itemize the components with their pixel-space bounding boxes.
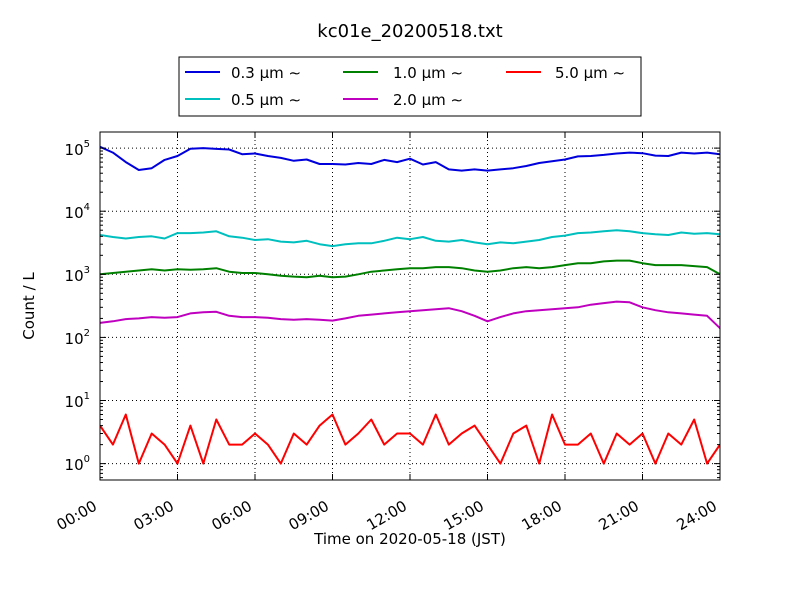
x-tick-label: 24:00: [674, 497, 720, 534]
axis-ticks: [99, 132, 721, 480]
series-line-1: [100, 229, 720, 248]
legend-entry-2-0: 2.0 μm ∼: [343, 91, 463, 109]
legend: 0.3 μm ∼ 1.0 μm ∼ 5.0 μm ∼ 0.5 μm ∼ 2.0 …: [178, 56, 642, 117]
y-tick-base: 10: [65, 456, 84, 474]
y-tick-exp: 1: [84, 391, 90, 402]
y-tick-exp: 2: [84, 328, 90, 339]
y-tick-label: 105: [65, 139, 90, 159]
series-layer: [100, 145, 720, 465]
series-line-4: [100, 413, 720, 465]
series-line-3: [100, 300, 720, 329]
legend-label-0-5: 0.5 μm ∼: [231, 91, 301, 109]
y-tick-labels: 100 101 102 103 104 105: [65, 139, 90, 474]
x-tick-label: 00:00: [54, 497, 100, 534]
legend-label-1-0: 1.0 μm ∼: [393, 64, 463, 82]
y-gridlines: [100, 147, 720, 465]
y-tick-base: 10: [65, 330, 84, 348]
y-tick-exp: 5: [84, 139, 90, 150]
y-tick-label: 103: [65, 265, 90, 285]
plot-area: [100, 132, 720, 480]
y-tick-exp: 0: [84, 454, 90, 465]
y-tick-base: 10: [65, 393, 84, 411]
x-tick-label: 12:00: [364, 497, 410, 534]
y-tick-base: 10: [65, 204, 84, 222]
legend-entry-0-3: 0.3 μm ∼: [185, 64, 301, 82]
y-tick-label: 100: [65, 454, 90, 474]
y-tick-label: 101: [65, 391, 90, 411]
x-tick-label: 21:00: [596, 497, 642, 534]
series-line-2: [100, 259, 720, 279]
chart-title: kc01e_20200518.txt: [317, 21, 502, 42]
legend-entry-1-0: 1.0 μm ∼: [343, 64, 463, 82]
legend-entry-5-0: 5.0 μm ∼: [506, 64, 625, 82]
x-tick-label: 06:00: [209, 497, 255, 534]
x-tick-label: 15:00: [441, 497, 487, 534]
y-axis-label: Count / L: [20, 272, 38, 340]
y-tick-base: 10: [65, 141, 84, 159]
x-tick-label: 03:00: [131, 497, 177, 534]
legend-box: [178, 56, 642, 117]
x-tick-labels: 00:00 03:00 06:00 09:00 12:00 15:00 18:0…: [54, 497, 720, 534]
legend-label-0-3: 0.3 μm ∼: [231, 64, 301, 82]
y-tick-exp: 4: [84, 202, 90, 213]
x-tick-label: 09:00: [286, 497, 332, 534]
legend-label-5-0: 5.0 μm ∼: [555, 64, 625, 82]
y-tick-base: 10: [65, 267, 84, 285]
y-tick-label: 104: [65, 202, 90, 222]
series-line-0: [100, 145, 720, 172]
x-tick-label: 18:00: [519, 497, 565, 534]
y-tick-exp: 3: [84, 265, 90, 276]
x-axis-label: Time on 2020-05-18 (JST): [313, 530, 506, 548]
legend-entry-0-5: 0.5 μm ∼: [185, 91, 301, 109]
legend-label-2-0: 2.0 μm ∼: [393, 91, 463, 109]
y-tick-label: 102: [65, 328, 90, 348]
